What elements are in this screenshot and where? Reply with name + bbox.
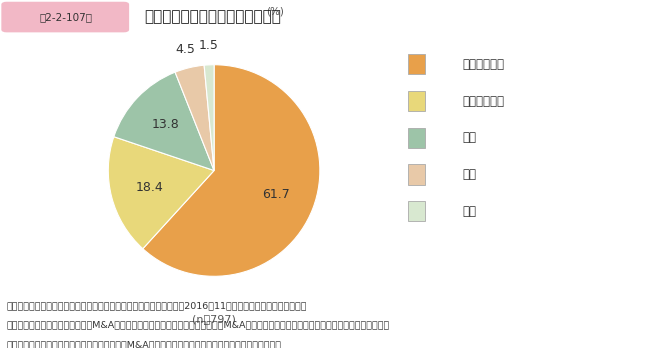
Text: 従業員の雇用: 従業員の雇用 bbox=[462, 58, 504, 71]
Text: 規模: 規模 bbox=[462, 168, 476, 181]
Text: させるためなら事業の譲渡・売却・統合（M&A）を行っても良い」と回答した者を集計している。: させるためなら事業の譲渡・売却・統合（M&A）を行っても良い」と回答した者を集計… bbox=[7, 340, 282, 348]
Text: 地域: 地域 bbox=[462, 205, 476, 218]
Text: (n＝797): (n＝797) bbox=[192, 314, 236, 324]
Text: 1.5: 1.5 bbox=[198, 39, 218, 52]
Text: 4.5: 4.5 bbox=[175, 43, 195, 56]
Wedge shape bbox=[114, 72, 214, 171]
Bar bbox=[408, 164, 425, 184]
Wedge shape bbox=[108, 137, 214, 249]
Text: （注）事業の譲渡・売却・統合（M&A）について、「事業の譲渡・売却・統合（M&A）を具体的に検討または決定している」、「事業を継続: （注）事業の譲渡・売却・統合（M&A）について、「事業の譲渡・売却・統合（M&A… bbox=[7, 321, 390, 330]
Bar bbox=[408, 201, 425, 221]
Text: 事業の譲渡先に最も希望すること: 事業の譲渡先に最も希望すること bbox=[144, 9, 281, 25]
Wedge shape bbox=[142, 65, 320, 276]
Text: 譲渡希望金額: 譲渡希望金額 bbox=[462, 95, 504, 108]
Wedge shape bbox=[175, 65, 214, 171]
Text: 第2-2-107図: 第2-2-107図 bbox=[39, 12, 92, 22]
Bar bbox=[408, 91, 425, 111]
Bar bbox=[408, 54, 425, 74]
Text: 18.4: 18.4 bbox=[136, 181, 163, 194]
Text: 13.8: 13.8 bbox=[152, 118, 179, 131]
Text: 61.7: 61.7 bbox=[262, 188, 290, 201]
Text: (%): (%) bbox=[266, 7, 284, 17]
Wedge shape bbox=[204, 65, 214, 171]
Text: 資料：中小企業庁委託「企業経営の継続に関するアンケート調査」（2016年11月、（株）東京商エリサーチ）: 資料：中小企業庁委託「企業経営の継続に関するアンケート調査」（2016年11月、… bbox=[7, 301, 307, 310]
Text: 業種: 業種 bbox=[462, 131, 476, 144]
Bar bbox=[408, 128, 425, 148]
